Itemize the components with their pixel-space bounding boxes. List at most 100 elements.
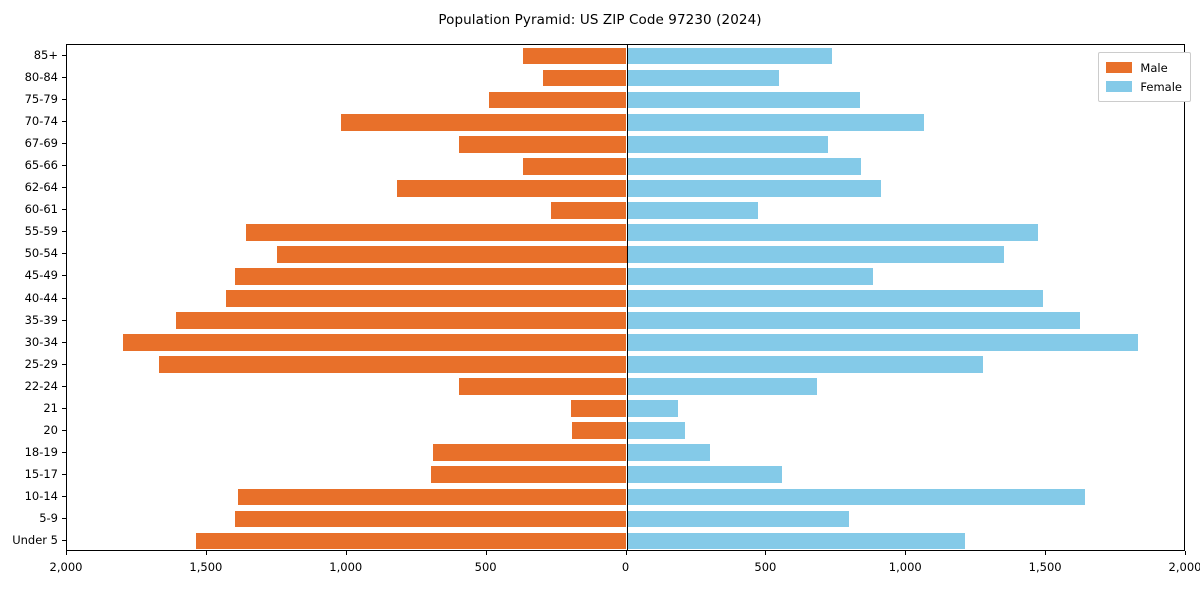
x-tick-label: 500 <box>754 560 777 574</box>
x-tick-label: 1,000 <box>329 560 363 574</box>
plot-area <box>66 44 1185 551</box>
bar-male-under-5 <box>195 532 627 550</box>
bar-row <box>67 268 1184 285</box>
y-tick-mark <box>62 385 66 387</box>
bar-male-10-14 <box>237 488 627 506</box>
bar-male-21 <box>570 400 627 418</box>
bar-row <box>67 488 1184 506</box>
bar-male-20 <box>571 422 627 440</box>
bar-male-22-24 <box>458 378 627 396</box>
legend-item-female[interactable]: Female <box>1106 77 1182 96</box>
bar-row <box>67 312 1184 329</box>
bar-male-55-59 <box>246 223 627 241</box>
y-tick-label: 50-54 <box>24 246 58 261</box>
bar-female-25-29 <box>626 356 984 373</box>
legend-label-male: Male <box>1140 60 1168 75</box>
y-tick-mark <box>62 187 66 189</box>
bar-row <box>67 179 1184 197</box>
bar-row <box>67 466 1184 484</box>
y-tick-mark <box>62 143 66 145</box>
bar-female-under-5 <box>626 532 965 550</box>
y-tick-mark <box>62 297 66 299</box>
bar-female-85- <box>626 47 833 65</box>
bar-male-67-69 <box>458 135 627 153</box>
bar-female-55-59 <box>626 223 1038 241</box>
bar-female-21 <box>626 400 679 418</box>
bar-female-75-79 <box>626 91 861 109</box>
bar-male-15-17 <box>430 466 627 484</box>
x-tick-mark <box>1045 551 1047 555</box>
bar-male-80-84 <box>542 69 627 87</box>
bar-row <box>67 157 1184 175</box>
bar-male-60-61 <box>550 201 627 219</box>
bar-female-5-9 <box>626 510 849 528</box>
y-tick-label: 85+ <box>33 48 58 63</box>
legend-swatch-male-icon <box>1106 62 1133 73</box>
x-tick-mark <box>205 551 207 555</box>
bar-row <box>67 422 1184 440</box>
bar-male-45-49 <box>234 268 627 285</box>
bar-row <box>67 510 1184 528</box>
bar-male-75-79 <box>489 91 627 109</box>
zero-axis-line <box>626 45 628 550</box>
y-tick-label: 21 <box>43 400 58 415</box>
bar-row <box>67 135 1184 153</box>
x-tick-mark <box>485 551 487 555</box>
x-tick-label: 2,000 <box>1168 560 1200 574</box>
bar-male-62-64 <box>397 179 627 197</box>
y-tick-mark <box>62 517 66 519</box>
bar-row <box>67 246 1184 263</box>
y-tick-label: 62-64 <box>24 180 58 195</box>
bar-row <box>67 69 1184 87</box>
y-tick-label: 40-44 <box>24 290 58 305</box>
bar-male-30-34 <box>122 334 627 351</box>
x-tick-label: 500 <box>474 560 497 574</box>
y-tick-mark <box>62 539 66 541</box>
bar-female-50-54 <box>626 246 1005 263</box>
chart-legend: Male Female <box>1098 52 1191 102</box>
bar-female-15-17 <box>626 466 782 484</box>
y-tick-mark <box>62 209 66 211</box>
bar-male-5-9 <box>234 510 627 528</box>
y-tick-label: Under 5 <box>12 532 58 547</box>
bar-male-25-29 <box>159 356 627 373</box>
bar-male-50-54 <box>276 246 627 263</box>
legend-item-male[interactable]: Male <box>1106 58 1182 77</box>
bar-row <box>67 290 1184 307</box>
bar-female-18-19 <box>626 444 711 462</box>
y-tick-mark <box>62 55 66 57</box>
bar-row <box>67 532 1184 550</box>
x-tick-mark <box>905 551 907 555</box>
bar-female-60-61 <box>626 201 758 219</box>
x-tick-label: 1,500 <box>189 560 223 574</box>
bar-female-10-14 <box>626 488 1086 506</box>
bar-row <box>67 356 1184 373</box>
y-tick-label: 5-9 <box>39 510 58 525</box>
x-tick-label: 1,500 <box>1028 560 1062 574</box>
bar-row <box>67 91 1184 109</box>
y-tick-label: 15-17 <box>24 466 58 481</box>
y-tick-mark <box>62 451 66 453</box>
y-tick-label: 20 <box>43 422 58 437</box>
y-tick-mark <box>62 99 66 101</box>
bar-row <box>67 223 1184 241</box>
x-tick-mark <box>345 551 347 555</box>
y-tick-label: 70-74 <box>24 114 58 129</box>
y-tick-mark <box>62 319 66 321</box>
chart-title: Population Pyramid: US ZIP Code 97230 (2… <box>438 12 762 28</box>
x-tick-mark <box>66 551 67 555</box>
bar-female-62-64 <box>626 179 882 197</box>
y-tick-mark <box>62 429 66 431</box>
legend-swatch-female-icon <box>1106 81 1133 92</box>
x-tick-label: 2,000 <box>49 560 83 574</box>
bar-female-20 <box>626 422 686 440</box>
bar-female-40-44 <box>626 290 1044 307</box>
bar-row <box>67 201 1184 219</box>
legend-label-female: Female <box>1140 79 1182 94</box>
y-tick-mark <box>62 231 66 233</box>
y-tick-label: 45-49 <box>24 268 58 283</box>
y-tick-label: 35-39 <box>24 312 58 327</box>
bar-male-18-19 <box>433 444 627 462</box>
bar-row <box>67 400 1184 418</box>
